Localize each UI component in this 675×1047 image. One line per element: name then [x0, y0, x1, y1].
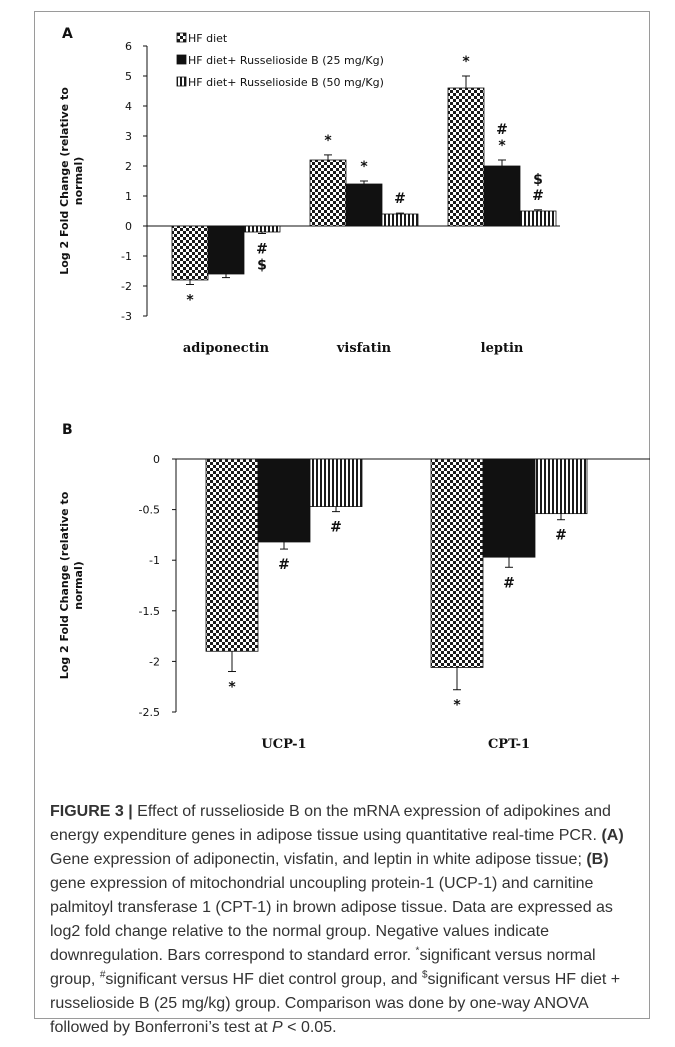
panel-a-sig-mark: *: [324, 133, 332, 149]
panel-a-category-label: leptin: [481, 341, 524, 356]
caption-dollar-sup: $: [421, 969, 428, 981]
panel-b-letter: B: [62, 422, 73, 438]
panel-b-sig-mark: #: [503, 575, 515, 591]
panel-a-y-tick-label: 5: [125, 70, 132, 83]
caption-a-label: (A): [601, 827, 624, 844]
panel-b-sig-mark: #: [555, 528, 567, 544]
panel-a-sig-mark: #: [256, 242, 268, 258]
panel-b-y-tick-label: -0.5: [139, 504, 160, 517]
panel-a-y-label-line2: normal): [72, 157, 85, 206]
panel-a-y-tick-label: 1: [125, 190, 132, 203]
caption-hash-sup: #: [99, 969, 106, 981]
panel-a-y-tick-label: 6: [125, 40, 132, 53]
panel-b-sig-mark: *: [453, 698, 461, 714]
caption-label: FIGURE 3 |: [50, 803, 133, 820]
panel-b-bar: [309, 458, 363, 507]
panel-b-y-label-line1: Log 2 Fold Change (relative to: [58, 491, 71, 679]
panel-b-y-tick-label: -1.5: [139, 605, 160, 618]
caption-b-label: (B): [586, 851, 609, 868]
panel-a-sig-mark: *: [462, 54, 470, 70]
caption-text-5: significant versus HF diet control group…: [105, 971, 422, 988]
panel-a-bar: [345, 183, 383, 227]
panel-a-sig-mark: #: [532, 188, 544, 204]
panel-a-bar: [447, 87, 485, 227]
panel-b-sig-mark: *: [228, 680, 236, 696]
panel-a-bar: [243, 225, 281, 233]
panel-b-y-tick-label: -2: [149, 655, 160, 668]
caption-text-7: < 0.05.: [282, 1019, 337, 1036]
panel-a-bar: [171, 225, 209, 281]
panel-b-bar: [482, 458, 536, 558]
panel-a-legend-label: HF diet+ Russelioside B (50 mg/Kg): [188, 76, 384, 89]
caption-text-1: Effect of russelioside B on the mRNA exp…: [50, 803, 611, 844]
panel-a-legend-swatch: [176, 76, 187, 87]
panel-a-bar: [207, 225, 245, 275]
figure-caption: FIGURE 3 | Effect of russelioside B on t…: [50, 800, 640, 1040]
caption-text-4: significant versus normal group,: [50, 947, 596, 988]
panel-a-sig-mark: *: [498, 138, 506, 154]
panel-b-bar: [534, 458, 588, 515]
panel-b-y-tick-label: 0: [153, 453, 160, 466]
panel-a-y-tick-label: -2: [121, 280, 132, 293]
panel-a-y-tick-label: 0: [125, 220, 132, 233]
panel-a-bar: [309, 159, 347, 227]
panel-a-y-tick-label: 4: [125, 100, 132, 113]
panel-a-y-label-line1: Log 2 Fold Change (relative to: [58, 87, 71, 275]
panel-a-sig-mark: *: [360, 159, 368, 175]
panel-a-legend-swatch: [176, 32, 187, 43]
panel-b-bar: [257, 458, 311, 543]
caption-star-sup: *: [415, 945, 420, 957]
panel-a-y-tick-label: 2: [125, 160, 132, 173]
panel-a-sig-mark: #: [394, 191, 406, 207]
panel-a-category-label: adiponectin: [183, 341, 270, 356]
caption-text-6: significant versus HF diet + russeliosid…: [50, 971, 621, 1036]
panel-a-sig-mark: $: [533, 172, 543, 188]
panel-b-bar: [205, 458, 259, 652]
panel-a-legend-label: HF diet: [188, 32, 228, 45]
panel-b-y-label-line2: normal): [72, 561, 85, 610]
caption-text-3: gene expression of mitochondrial uncoupl…: [50, 875, 613, 964]
panel-b-category-label: CPT-1: [488, 737, 530, 752]
panel-a-bar: [519, 210, 557, 227]
panel-a-legend-label: HF diet+ Russelioside B (25 mg/Kg): [188, 54, 384, 67]
panel-a-y-tick-label: -3: [121, 310, 132, 323]
panel-a-category-label: visfatin: [336, 341, 392, 356]
caption-p-label: P: [272, 1019, 283, 1036]
panel-a-legend-swatch: [176, 54, 187, 65]
panel-a-sig-mark: *: [186, 293, 194, 309]
figure-charts: A 6 5 4 3 2 1 0 -1 -2 -3 Log 2 Fold Change (relativ…: [58, 26, 650, 752]
panel-a-y-tick-label: 3: [125, 130, 132, 143]
panel-b-category-label: UCP-1: [261, 737, 306, 752]
panel-b-y-tick-label: -1: [149, 554, 160, 567]
caption-text-2: Gene expression of adiponectin, visfatin…: [50, 851, 587, 868]
panel-b-y-tick-label: -2.5: [139, 706, 160, 719]
panel-a-y-tick-label: -1: [121, 250, 132, 263]
panel-a-bar: [483, 165, 521, 227]
panel-a-bar: [381, 213, 419, 227]
panel-a-letter: A: [62, 26, 73, 42]
panel-b-sig-mark: #: [330, 520, 342, 536]
panel-a-sig-mark: #: [496, 122, 508, 138]
panel-b-bar: [430, 458, 484, 668]
panel-a-sig-mark: $: [257, 258, 267, 274]
panel-b-sig-mark: #: [278, 557, 290, 573]
